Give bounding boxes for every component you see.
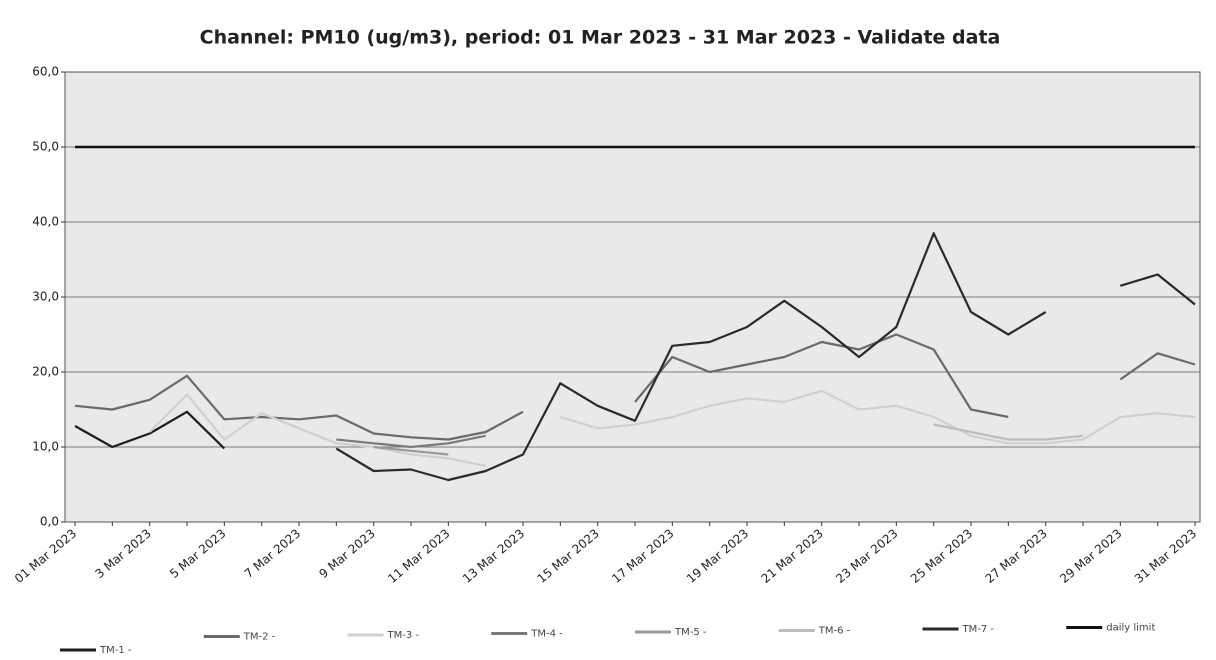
- x-tick-label: 11 Mar 2023: [385, 526, 452, 586]
- legend-label: TM-7 -: [962, 624, 995, 635]
- y-tick-label: 60,0: [32, 65, 59, 79]
- x-tick-label: 15 Mar 2023: [535, 526, 602, 586]
- series-line: [148, 389, 1196, 467]
- x-tick-label: 13 Mar 2023: [460, 526, 527, 586]
- series-line: [336, 434, 486, 449]
- series-line: [373, 445, 449, 456]
- legend-label: TM-3 -: [387, 630, 420, 641]
- legend-label: TM-5 -: [674, 627, 707, 638]
- x-tick-label: 19 Mar 2023: [684, 526, 751, 586]
- legend-label: TM-2 -: [243, 632, 276, 643]
- x-tick-label: 21 Mar 2023: [759, 526, 826, 586]
- legend-label: TM-4 -: [530, 629, 563, 640]
- x-tick-label: 27 Mar 2023: [983, 526, 1050, 586]
- y-tick-label: 40,0: [32, 215, 59, 229]
- y-tick-label: 0,0: [40, 515, 59, 529]
- x-tick-label: 9 Mar 2023: [316, 526, 377, 581]
- x-tick-label: 01 Mar 2023: [12, 526, 79, 586]
- x-tick-label: 25 Mar 2023: [908, 526, 975, 586]
- x-tick-label: 29 Mar 2023: [1057, 526, 1124, 586]
- x-tick-label: 23 Mar 2023: [833, 526, 900, 586]
- y-tick-label: 10,0: [32, 440, 59, 454]
- y-tick-label: 20,0: [32, 365, 59, 379]
- series-line: [335, 232, 1196, 482]
- legend-label: daily limit: [1106, 623, 1155, 634]
- y-tick-label: 50,0: [32, 140, 59, 154]
- series-line: [933, 423, 1084, 441]
- x-tick-label: 17 Mar 2023: [609, 526, 676, 586]
- x-tick-label: 31 Mar 2023: [1132, 526, 1199, 586]
- x-tick-label: 7 Mar 2023: [242, 526, 303, 581]
- x-tick-label: 3 Mar 2023: [92, 526, 153, 581]
- x-tick-label: 5 Mar 2023: [167, 526, 228, 581]
- y-tick-label: 30,0: [32, 290, 59, 304]
- series-line: [74, 410, 226, 450]
- legend-label: TM-6 -: [818, 626, 851, 637]
- legend-label: TM-1 -: [99, 645, 132, 656]
- series-line: [74, 333, 1196, 441]
- chart-title: Channel: PM10 (ug/m3), period: 01 Mar 20…: [200, 27, 1001, 49]
